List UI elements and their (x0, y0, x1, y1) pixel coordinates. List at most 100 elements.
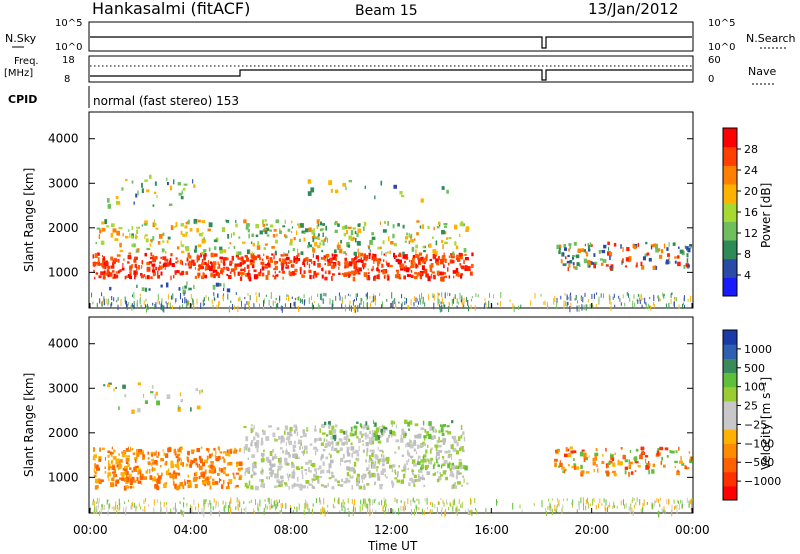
velocity-cell-zero (420, 444, 424, 447)
velocity-cell-pos (356, 436, 359, 439)
power-cell-high (169, 258, 172, 263)
velocity-ground-scatter (468, 511, 470, 515)
power-cell-high (324, 276, 328, 281)
velocity-cell-neg (165, 461, 168, 464)
velocity-cell-neg (212, 481, 215, 486)
power-cell-high (389, 264, 393, 268)
velocity-cell-zero (377, 476, 381, 481)
velocity-cell-zero (365, 459, 368, 463)
power-ground-scatter (247, 293, 249, 296)
velocity-cell-evening (593, 468, 595, 473)
power-ground-scatter (359, 303, 361, 309)
velocity-cell-zero (391, 467, 393, 471)
power-cell-high (197, 264, 200, 268)
power-cell-high (289, 271, 293, 277)
velocity-cell-neg (138, 449, 142, 453)
power-ground-scatter (288, 294, 289, 302)
power-ground-scatter (212, 304, 214, 310)
velocity-cell-zero (286, 431, 291, 436)
velocity-cell-neg (125, 478, 130, 483)
power-cell-evening (678, 246, 680, 249)
velocity-cell-zero (349, 468, 353, 472)
velocity-colorbar-label: Velocity [m s⁻¹] (759, 377, 773, 470)
power-cell-high (181, 260, 183, 265)
power-cell-mid (346, 241, 350, 247)
velocity-panel (88, 316, 694, 518)
power-ground-scatter (636, 298, 638, 302)
velocity-cell-pos (450, 467, 452, 472)
velocity-cell-zero (314, 468, 317, 472)
power-cell-high (338, 266, 340, 270)
power-cell-high (365, 257, 367, 262)
power-cell-high (112, 262, 114, 268)
velocity-ground-scatter (223, 505, 225, 512)
power-cell-high (150, 252, 153, 256)
power-ground-scatter (391, 292, 393, 299)
velocity-ground-scatter (570, 502, 572, 505)
velocity-ground-scatter (616, 505, 618, 509)
power-cell-high (154, 256, 158, 260)
power-ground-scatter (569, 306, 571, 313)
power-cell-high (443, 264, 445, 269)
power-ground-scatter (386, 299, 388, 302)
power-cell-mid (207, 228, 211, 232)
velocity-cell-zero (345, 438, 348, 442)
velocity-cell-zero (243, 426, 247, 429)
velocity-ground-scatter (215, 500, 217, 506)
power-cell-high (212, 261, 217, 266)
velocity-cell-neg (225, 486, 230, 490)
power-ground-scatter (208, 296, 209, 301)
power-cell-mid (167, 236, 171, 240)
velocity-cell-zero (368, 470, 371, 474)
power-cell-mid (465, 229, 469, 232)
power-cell-high (192, 262, 196, 266)
power-cell-mid (371, 236, 376, 240)
velocity-cell-neg (238, 475, 241, 478)
velocity-ground-scatter (583, 503, 584, 511)
velocity-ground-scatter (676, 507, 678, 514)
velocity-cell-neg (152, 477, 156, 482)
velocity-cell-zero (356, 473, 361, 478)
velocity-cell-pos (457, 465, 460, 470)
velocity-cell-zero (356, 453, 358, 457)
velocity-cell-neg (172, 480, 175, 486)
power-cell-high (445, 258, 447, 263)
velocity-cell-zero (266, 476, 269, 480)
velocity-ground-scatter (195, 506, 197, 511)
velocity-cell-zero (409, 477, 413, 482)
power-cell-high (351, 261, 354, 265)
power-cell-mid (226, 220, 230, 223)
velocity-cell-neg (158, 451, 160, 456)
power-ground-scatter (687, 298, 689, 302)
velocity-cell-neg (194, 483, 198, 489)
velocity-cell-zero (406, 449, 409, 454)
power-cell-high (225, 257, 229, 261)
velocity-ground-scatter (437, 501, 439, 505)
power-cell-high (117, 270, 121, 274)
velocity-cell-zero (323, 438, 325, 443)
power-ground-scatter (317, 293, 319, 297)
power-ground-scatter (354, 306, 356, 313)
power-cell-evening (605, 264, 609, 267)
velocity-cell-zero (382, 459, 385, 463)
power-cell-high (470, 263, 474, 268)
power-ground-scatter (484, 301, 486, 306)
velocity-cell-zero (314, 425, 316, 431)
velocity-cell-evening (659, 452, 661, 456)
velocity-ground-scatter (551, 498, 553, 501)
power-cell-mid (99, 229, 102, 234)
velocity-cell-neg (235, 449, 238, 452)
power-cell-high (354, 265, 357, 270)
velocity-cell-mixed (103, 384, 106, 387)
velocity-cell-neg (161, 472, 163, 477)
power-ground-scatter (303, 299, 305, 305)
power-cell-mid (379, 221, 381, 225)
power-cell-high (434, 253, 437, 257)
power-cell-high (213, 269, 218, 273)
power-cell-mid (101, 227, 106, 232)
power-cell-high (203, 255, 206, 261)
power-cell-high (95, 272, 99, 275)
power-cell-high (423, 257, 427, 263)
velocity-cell-pos (436, 458, 438, 464)
power-cell-high (396, 271, 399, 276)
